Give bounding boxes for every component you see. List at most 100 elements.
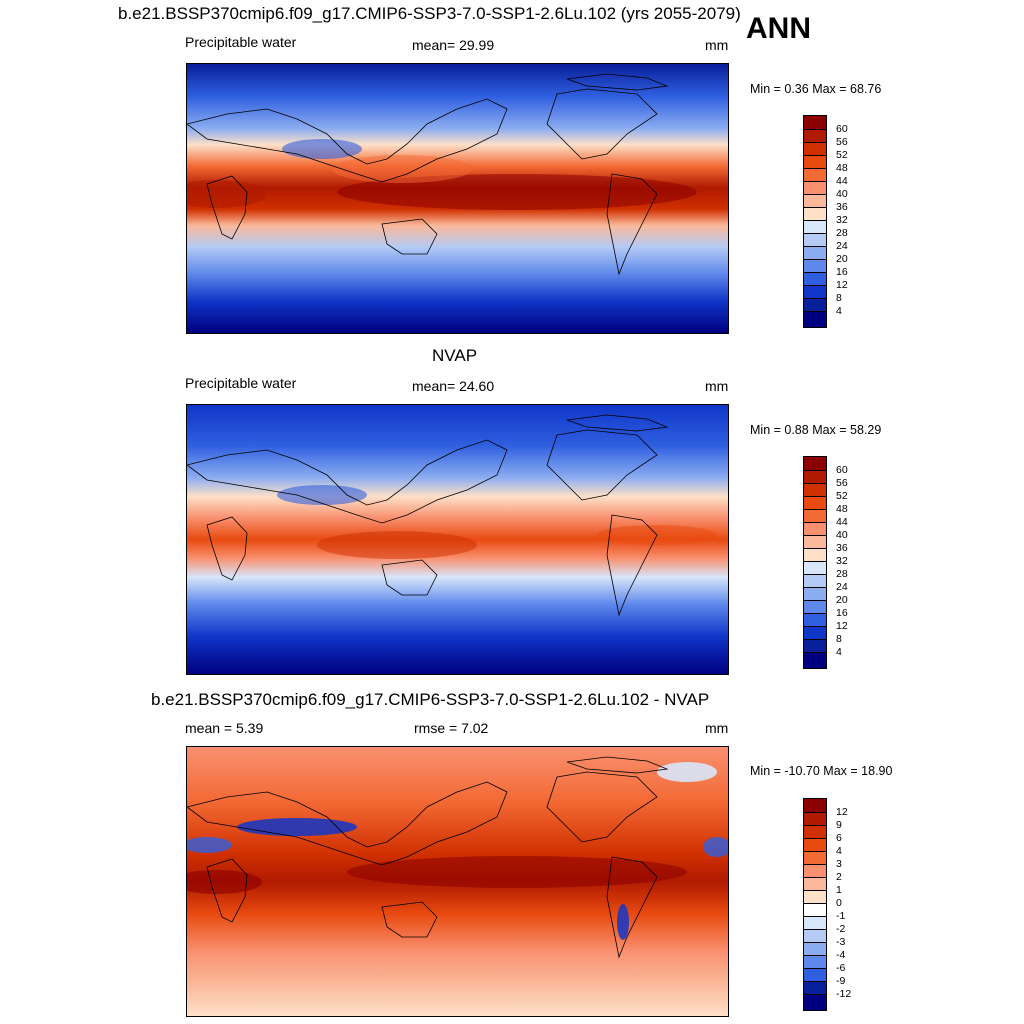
colorbar-swatch [804, 981, 826, 995]
colorbar-label: 3 [836, 858, 842, 870]
colorbar-label: 16 [836, 607, 848, 619]
colorbar-label: 8 [836, 292, 842, 304]
colorbar-label: 44 [836, 516, 848, 528]
colorbar-swatch [804, 548, 826, 562]
colorbar-label: 52 [836, 490, 848, 502]
colorbar-swatch [804, 574, 826, 588]
colorbar-swatch [804, 272, 826, 286]
colorbar-swatch [804, 129, 826, 143]
colorbar-label: 0 [836, 897, 842, 909]
colorbar-label: 36 [836, 201, 848, 213]
colorbar-swatch [804, 470, 826, 484]
colorbar-swatch [804, 285, 826, 299]
colorbar-label: -6 [836, 962, 846, 974]
panel-obs-units: mm [705, 378, 729, 394]
colorbar-label: 28 [836, 568, 848, 580]
panel-diff-rmse: rmse = 7.02 [414, 720, 489, 736]
panel-diff-mean: mean = 5.39 [185, 720, 264, 736]
colorbar-label: 20 [836, 594, 848, 606]
panel-model-colorbar [803, 115, 827, 328]
colorbar-label: 8 [836, 633, 842, 645]
colorbar-label: 32 [836, 555, 848, 567]
colorbar-label: 12 [836, 620, 848, 632]
colorbar-label: 52 [836, 149, 848, 161]
colorbar-swatch [804, 207, 826, 221]
colorbar-label: 2 [836, 871, 842, 883]
colorbar-swatch [804, 194, 826, 208]
colorbar-label: 40 [836, 188, 848, 200]
colorbar-swatch [804, 864, 826, 878]
colorbar-label: 20 [836, 253, 848, 265]
panel-model-minmax: Min = 0.36 Max = 68.76 [750, 82, 882, 96]
panel-model-title: b.e21.BSSP370cmip6.f09_g17.CMIP6-SSP3-7.… [118, 4, 741, 23]
colorbar-label: 1 [836, 884, 842, 896]
colorbar-label: 24 [836, 240, 848, 252]
colorbar-swatch [804, 799, 826, 813]
panel-obs-map [186, 404, 729, 675]
colorbar-label: 6 [836, 832, 842, 844]
colorbar-label: 48 [836, 503, 848, 515]
panel-model-variable: Precipitable water [185, 34, 297, 50]
colorbar-swatch [804, 535, 826, 549]
colorbar-label: 44 [836, 175, 848, 187]
colorbar-label: 4 [836, 646, 842, 658]
colorbar-label: 56 [836, 136, 848, 148]
colorbar-label: -2 [836, 923, 846, 935]
colorbar-swatch [804, 259, 826, 273]
panel-obs-variable: Precipitable water [185, 375, 297, 391]
colorbar-swatch [804, 968, 826, 982]
panel-obs-minmax: Min = 0.88 Max = 58.29 [750, 423, 882, 437]
colorbar-swatch [804, 903, 826, 917]
colorbar-label: 40 [836, 529, 848, 541]
panel-diff-units: mm [705, 720, 729, 736]
colorbar-swatch [804, 220, 826, 234]
colorbar-label: 48 [836, 162, 848, 174]
panel-obs-mean: mean= 24.60 [412, 378, 495, 394]
colorbar-swatch [804, 168, 826, 182]
panel-model-mean: mean= 29.99 [412, 37, 495, 53]
colorbar-swatch [804, 994, 826, 1010]
colorbar-label: 56 [836, 477, 848, 489]
colorbar-swatch [804, 522, 826, 536]
panel-diff-map [186, 746, 729, 1017]
colorbar-label: 36 [836, 542, 848, 554]
colorbar-swatch [804, 142, 826, 156]
colorbar-swatch [804, 587, 826, 601]
colorbar-label: 12 [836, 279, 848, 291]
colorbar-swatch [804, 613, 826, 627]
colorbar-swatch [804, 890, 826, 904]
panel-diff-colorbar [803, 798, 827, 1011]
colorbar-swatch [804, 600, 826, 614]
colorbar-swatch [804, 916, 826, 930]
colorbar-swatch [804, 639, 826, 653]
colorbar-label: -4 [836, 949, 846, 961]
colorbar-swatch [804, 155, 826, 169]
colorbar-swatch [804, 233, 826, 247]
colorbar-label: -12 [836, 988, 852, 1000]
colorbar-label: -3 [836, 936, 846, 948]
colorbar-swatch [804, 298, 826, 312]
colorbar-swatch [804, 825, 826, 839]
colorbar-swatch [804, 929, 826, 943]
colorbar-swatch [804, 181, 826, 195]
colorbar-swatch [804, 877, 826, 891]
colorbar-label: 28 [836, 227, 848, 239]
colorbar-label: -9 [836, 975, 846, 987]
season-label: ANN [746, 12, 811, 45]
colorbar-swatch [804, 483, 826, 497]
colorbar-label: 16 [836, 266, 848, 278]
colorbar-swatch [804, 652, 826, 668]
panel-obs-title: NVAP [432, 346, 478, 365]
panel-diff-title: b.e21.BSSP370cmip6.f09_g17.CMIP6-SSP3-7.… [151, 690, 710, 709]
colorbar-swatch [804, 116, 826, 130]
panel-obs-colorbar [803, 456, 827, 669]
colorbar-swatch [804, 942, 826, 956]
colorbar-label: 24 [836, 581, 848, 593]
panel-model-map [186, 63, 729, 334]
colorbar-swatch [804, 626, 826, 640]
colorbar-label: 9 [836, 819, 842, 831]
colorbar-label: -1 [836, 910, 846, 922]
colorbar-label: 12 [836, 806, 848, 818]
colorbar-label: 32 [836, 214, 848, 226]
panel-diff-minmax: Min = -10.70 Max = 18.90 [750, 764, 893, 778]
